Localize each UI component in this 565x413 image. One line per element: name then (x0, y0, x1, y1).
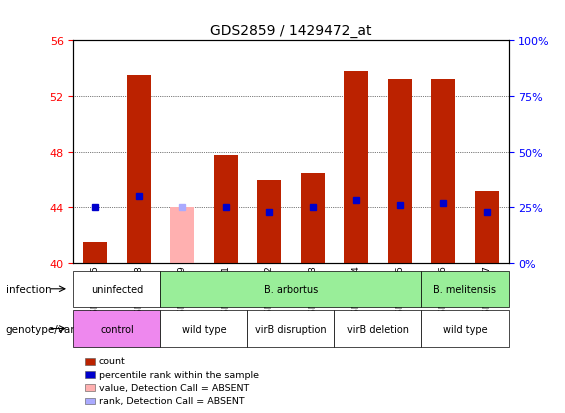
Bar (431, 80, 455, 263)
Bar (475, 191, 499, 263)
Bar (127, 76, 151, 263)
Text: infection: infection (6, 284, 51, 294)
Bar (83, 243, 107, 263)
Bar (214, 155, 238, 263)
Text: genotype/variation: genotype/variation (6, 324, 105, 334)
Bar (344, 72, 368, 263)
Text: virB deletion: virB deletion (347, 324, 409, 334)
Bar (257, 180, 281, 263)
Bar (170, 208, 194, 263)
Text: wild type: wild type (182, 324, 226, 334)
Bar (301, 173, 325, 263)
Text: control: control (100, 324, 134, 334)
Bar (388, 80, 412, 263)
Text: count: count (99, 356, 125, 366)
Text: B. melitensis: B. melitensis (433, 284, 497, 294)
Text: virB disruption: virB disruption (255, 324, 327, 334)
Text: value, Detection Call = ABSENT: value, Detection Call = ABSENT (99, 383, 249, 392)
Text: wild type: wild type (443, 324, 487, 334)
Text: rank, Detection Call = ABSENT: rank, Detection Call = ABSENT (99, 396, 245, 405)
Text: B. arbortus: B. arbortus (264, 284, 318, 294)
Title: GDS2859 / 1429472_at: GDS2859 / 1429472_at (210, 24, 372, 38)
Text: percentile rank within the sample: percentile rank within the sample (99, 370, 259, 379)
Text: uninfected: uninfected (91, 284, 143, 294)
